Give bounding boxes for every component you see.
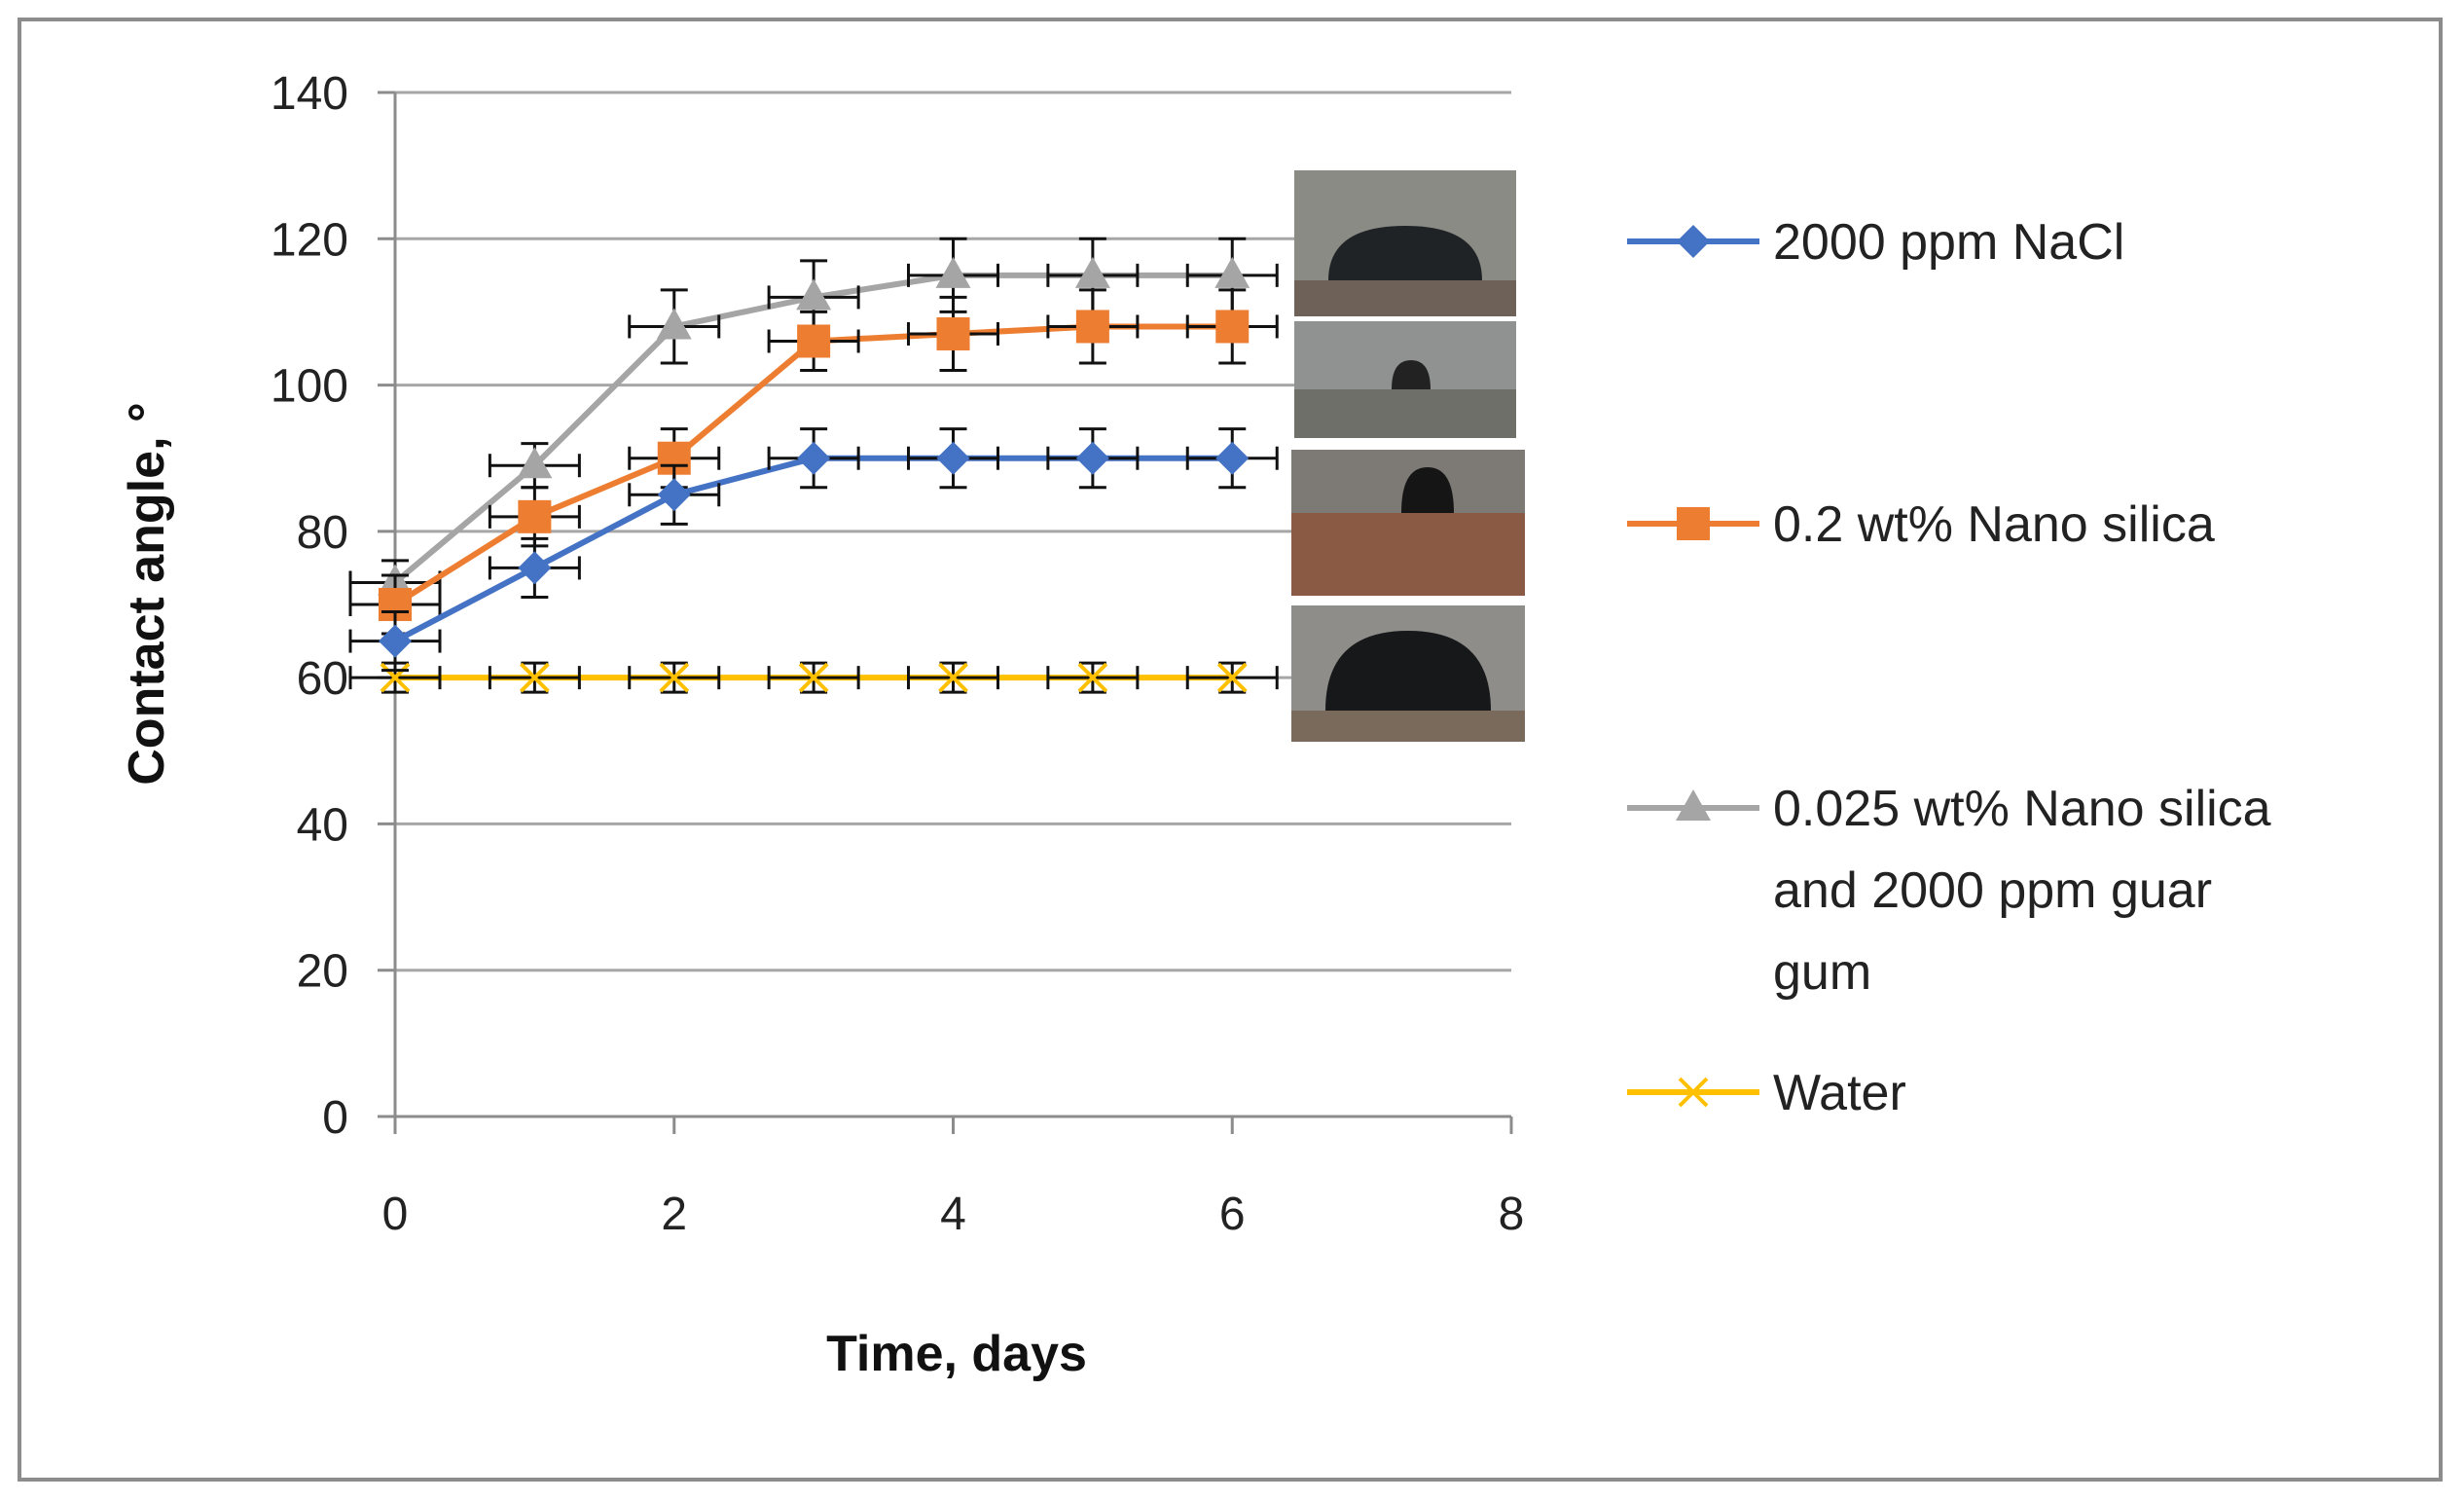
- x-axis-title: Time, days: [826, 1326, 1087, 1382]
- data-point: [938, 662, 968, 693]
- data-point: [657, 478, 691, 512]
- data-point-stroke-b: [798, 662, 829, 693]
- data-point: [656, 308, 692, 340]
- data-point-stroke-b: [659, 662, 690, 693]
- data-point-stroke-b: [380, 662, 411, 693]
- data-point: [796, 278, 832, 311]
- legend-marker-2: [1677, 507, 1710, 540]
- legend-item-2: 0.2 wt% Nano silica: [1627, 496, 2215, 553]
- legend-label-3-line-1: 0.025 wt% Nano silica: [1773, 781, 2271, 837]
- data-point: [935, 256, 971, 288]
- data-point: [1216, 662, 1248, 693]
- data-point: [379, 624, 412, 658]
- x-tick-label-8: 8: [1499, 1189, 1525, 1240]
- data-point: [936, 441, 970, 475]
- data-point: [1074, 256, 1110, 288]
- tick-labels: 0 20 40 60 80 100 120 140 0 2 4 6 8: [271, 68, 1524, 1240]
- x-tick-label-4: 4: [940, 1189, 966, 1240]
- error-bar: [907, 661, 999, 694]
- data-point: [517, 447, 553, 479]
- series-group: [348, 237, 1279, 694]
- y-tick-label-140: 140: [271, 68, 348, 120]
- y-axis-title: Contact angle, °: [119, 402, 175, 786]
- legend-item-4: Water: [1627, 1065, 1906, 1121]
- data-point: [798, 662, 829, 693]
- x-tick-label-0: 0: [382, 1189, 409, 1240]
- series-3: [348, 237, 1279, 606]
- data-point-stroke-b: [1077, 662, 1108, 693]
- legend-label-4-line-1: Water: [1773, 1065, 1906, 1121]
- data-point-stroke-b: [938, 662, 968, 693]
- data-point: [936, 316, 970, 350]
- legend-item-1: 2000 ppm NaCl: [1627, 214, 2124, 271]
- data-point: [659, 662, 690, 693]
- y-tick-label-40: 40: [297, 799, 348, 851]
- x-tick-label-6: 6: [1219, 1189, 1246, 1240]
- series-1: [348, 427, 1279, 673]
- data-point: [1215, 441, 1250, 475]
- data-point: [518, 551, 552, 585]
- y-tick-label-60: 60: [297, 653, 348, 705]
- data-point: [1215, 310, 1250, 344]
- legend-marker-1: [1677, 225, 1710, 258]
- y-tick-label-0: 0: [322, 1092, 348, 1144]
- error-bar: [767, 310, 860, 373]
- droplet-photo-3: [1291, 450, 1525, 596]
- data-point: [380, 662, 411, 693]
- data-point: [519, 662, 550, 693]
- data-point: [518, 499, 552, 533]
- series-4: [348, 661, 1279, 694]
- data-point: [1077, 662, 1108, 693]
- legend-label-1-line-1: 2000 ppm NaCl: [1773, 214, 2124, 271]
- droplet-photos: [1291, 170, 1525, 742]
- error-bar: [1046, 661, 1140, 694]
- y-tick-label-120: 120: [271, 214, 348, 266]
- droplet-photo-2: [1294, 321, 1516, 438]
- axes: [378, 91, 1513, 1134]
- y-tick-label-20: 20: [297, 946, 348, 998]
- data-point: [1075, 310, 1109, 344]
- x-tick-label-2: 2: [661, 1189, 687, 1240]
- data-point: [1075, 441, 1109, 475]
- legend-marker-3: [1676, 789, 1711, 821]
- legend-item-3: 0.025 wt% Nano silica and 2000 ppm guar gu…: [1627, 781, 2271, 1001]
- data-point-stroke-b: [1216, 662, 1248, 693]
- droplet-photo-4: [1291, 605, 1525, 742]
- legend-marker-4: [1678, 1077, 1709, 1108]
- series-2: [348, 288, 1279, 636]
- legend: 2000 ppm NaCl 0.2 wt% Nano silica 0.025 wt…: [1627, 214, 2271, 1121]
- legend-label-3-line-3: gum: [1773, 944, 1871, 1001]
- y-tick-label-80: 80: [297, 507, 348, 559]
- error-bar: [1185, 661, 1279, 694]
- data-point-stroke-b: [519, 662, 550, 693]
- data-point: [797, 441, 831, 475]
- data-point: [1214, 256, 1250, 288]
- legend-marker-4-stroke-b: [1678, 1077, 1709, 1108]
- y-tick-label-100: 100: [271, 361, 348, 413]
- legend-label-3-line-2: and 2000 ppm guar: [1773, 862, 2212, 919]
- legend-label-2-line-1: 0.2 wt% Nano silica: [1773, 496, 2215, 553]
- droplet-photo-1: [1294, 170, 1516, 316]
- data-point: [797, 324, 831, 358]
